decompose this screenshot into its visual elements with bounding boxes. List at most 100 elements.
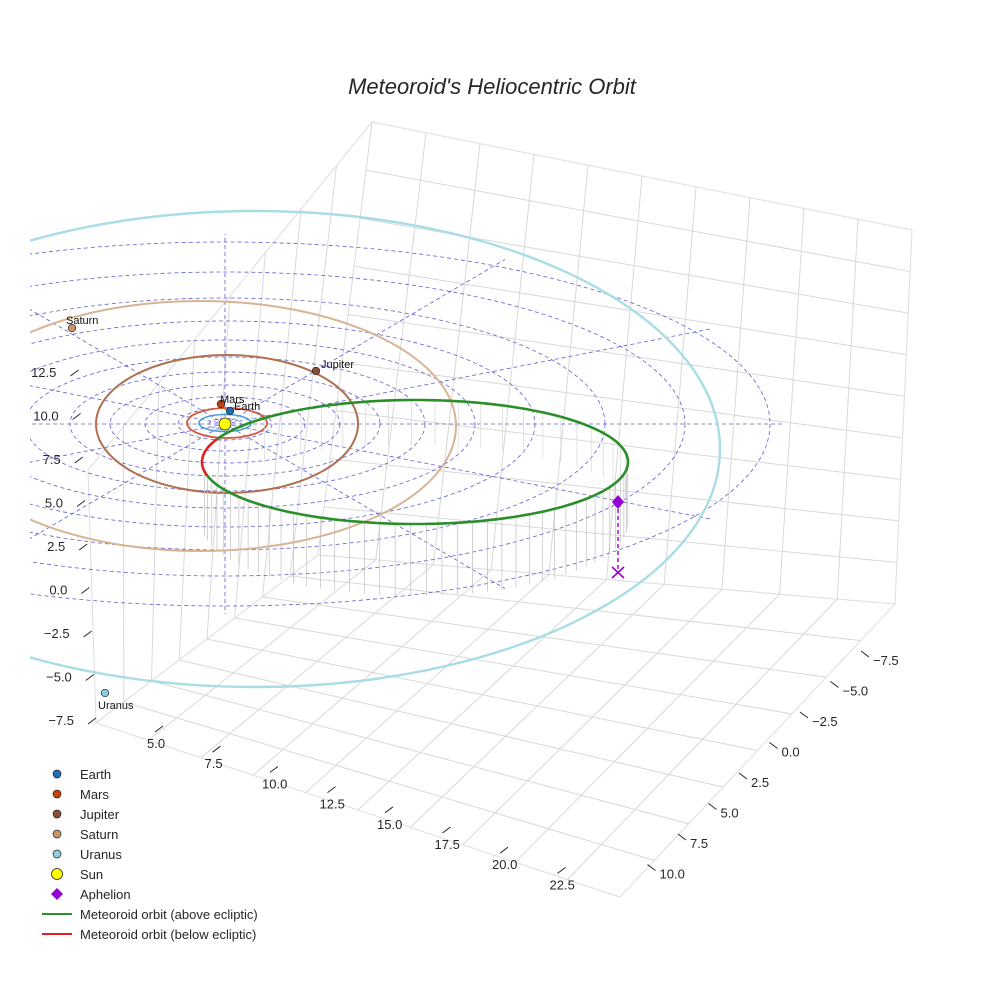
earth-marker bbox=[225, 406, 235, 416]
z-tick-mark bbox=[81, 587, 90, 594]
grid-radial bbox=[224, 423, 506, 589]
grid-line bbox=[178, 339, 195, 661]
x-tick-label: 12.5 bbox=[320, 797, 345, 812]
y-tick-mark bbox=[860, 650, 870, 658]
z-tick-label: 5.0 bbox=[45, 496, 63, 511]
uranus-label: Uranus bbox=[98, 700, 134, 712]
legend-item: Saturn bbox=[40, 824, 258, 844]
grid-line bbox=[347, 313, 905, 397]
grid-line bbox=[323, 506, 897, 563]
grid-line bbox=[779, 208, 805, 595]
grid-line bbox=[357, 579, 607, 811]
z-tick-label: 7.5 bbox=[43, 452, 61, 467]
z-tick-label: −5.0 bbox=[46, 670, 72, 685]
z-tick-mark bbox=[76, 500, 86, 507]
y-tick-label: −7.5 bbox=[873, 653, 899, 668]
z-tick-mark bbox=[74, 456, 84, 464]
jupiter-marker bbox=[311, 366, 321, 376]
aphelion-marker bbox=[612, 495, 624, 509]
orbit-below-ecliptic bbox=[200, 438, 218, 477]
grid-line bbox=[341, 362, 903, 439]
chart-legend: Earth Mars Jupiter Saturn Uranus Sun Aphelion M… bbox=[40, 764, 258, 944]
x-tick-mark bbox=[327, 786, 336, 793]
x-tick-mark bbox=[557, 867, 566, 874]
legend-label: Uranus bbox=[80, 846, 122, 862]
uranus-orbit bbox=[30, 209, 722, 689]
grid-line bbox=[206, 295, 231, 640]
y-tick-label: −5.0 bbox=[843, 684, 869, 699]
grid-radial bbox=[30, 308, 226, 425]
grid-line bbox=[252, 569, 492, 776]
legend-item: Meteoroid orbit (below ecliptic) bbox=[40, 924, 258, 944]
grid-line bbox=[305, 574, 550, 793]
y-tick-mark bbox=[738, 772, 748, 780]
y-tick-mark bbox=[799, 711, 809, 719]
z-tick-label: 0.0 bbox=[49, 583, 67, 598]
grid-line bbox=[432, 143, 481, 565]
y-tick-label: 0.0 bbox=[782, 745, 800, 760]
z-tick-mark bbox=[87, 717, 97, 725]
mars-orbit bbox=[186, 407, 268, 439]
floor-pane bbox=[94, 554, 897, 898]
legend-item: Sun bbox=[40, 864, 258, 884]
x-tick-mark bbox=[442, 826, 451, 834]
grid-line bbox=[365, 169, 911, 273]
legend-item: Meteoroid orbit (above ecliptic) bbox=[40, 904, 258, 924]
z-tick-label: 10.0 bbox=[33, 409, 58, 424]
x-tick-label: 20.0 bbox=[492, 857, 517, 872]
legend-symbol bbox=[40, 824, 74, 844]
grid-line bbox=[490, 154, 535, 570]
grid-line bbox=[375, 132, 427, 560]
axis-ticks: −7.5 −5.0 −2.5 0.0 2.5 5.0 7.5 10.0 12.5 5.0 7.5 10… bbox=[31, 365, 899, 892]
jupiter-label: Jupiter bbox=[321, 359, 354, 371]
x-tick-label: 5.0 bbox=[147, 736, 165, 751]
y-tick-label: 2.5 bbox=[751, 775, 769, 790]
grid-line bbox=[462, 588, 723, 846]
grid-line bbox=[836, 219, 859, 600]
axes-box bbox=[87, 120, 913, 898]
mars-marker bbox=[216, 399, 226, 409]
y-tick-mark bbox=[769, 742, 778, 749]
x-tick-label: 15.0 bbox=[377, 817, 402, 832]
z-tick-label: −7.5 bbox=[48, 713, 74, 728]
grid-line bbox=[329, 458, 899, 522]
legend-symbol bbox=[40, 884, 74, 904]
legend-symbol bbox=[40, 924, 74, 944]
sun-marker bbox=[218, 417, 232, 431]
z-tick-mark bbox=[78, 543, 88, 551]
x-tick-mark bbox=[212, 745, 221, 753]
grid-line bbox=[514, 593, 780, 863]
legend-label: Saturn bbox=[80, 826, 119, 842]
x-tick-mark bbox=[269, 766, 279, 773]
legend-symbol bbox=[40, 784, 74, 804]
x-tick-label: 7.5 bbox=[205, 756, 223, 771]
saturn-label: Saturn bbox=[66, 315, 98, 327]
legend-symbol bbox=[40, 844, 74, 864]
meteoroid-orbit bbox=[200, 398, 630, 596]
grid-ring bbox=[30, 271, 686, 577]
legend-item: Jupiter bbox=[40, 804, 258, 824]
legend-item: Aphelion bbox=[40, 884, 258, 904]
x-tick-mark bbox=[499, 846, 509, 854]
chart-title: Meteoroid's Heliocentric Orbit bbox=[348, 74, 636, 99]
legend-label: Jupiter bbox=[80, 806, 120, 822]
x-tick-label: 17.5 bbox=[435, 837, 460, 852]
legend-label: Meteoroid orbit (above ecliptic) bbox=[80, 906, 258, 922]
x-tick-label: 22.5 bbox=[550, 877, 575, 892]
back-pane bbox=[317, 121, 913, 605]
legend-label: Sun bbox=[80, 866, 104, 882]
z-tick-mark bbox=[83, 630, 92, 638]
earth-label: Earth bbox=[234, 401, 260, 413]
y-tick-label: −2.5 bbox=[812, 714, 838, 729]
y-tick-label: 10.0 bbox=[660, 867, 685, 882]
grid-line bbox=[410, 584, 665, 828]
y-tick-mark bbox=[708, 803, 717, 810]
ecliptic-plane bbox=[30, 209, 785, 689]
legend-label: Aphelion bbox=[80, 886, 131, 902]
saturn-marker bbox=[67, 323, 77, 333]
legend-symbol bbox=[40, 864, 74, 884]
grid-line bbox=[663, 186, 697, 585]
z-tick-label: 12.5 bbox=[31, 365, 56, 380]
